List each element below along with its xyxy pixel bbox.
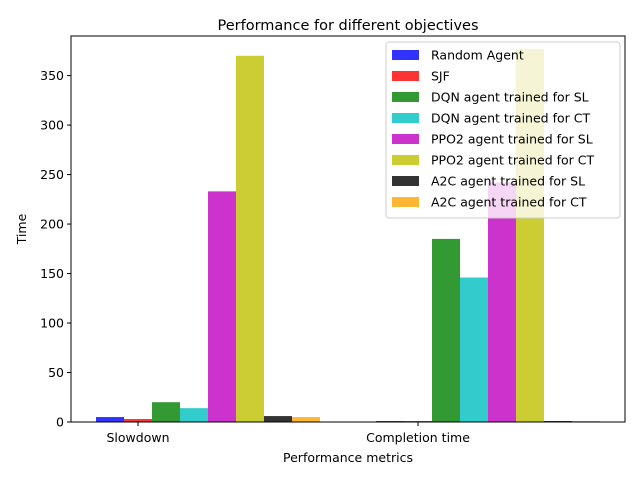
x-tick-label: Slowdown [106, 430, 169, 445]
y-tick-label: 100 [40, 316, 64, 331]
bar [292, 417, 320, 422]
y-tick-label: 150 [40, 266, 64, 281]
legend-swatch [392, 134, 419, 144]
legend-swatch [392, 155, 419, 165]
y-tick-label: 250 [40, 167, 64, 182]
legend-swatch [392, 71, 419, 81]
bar [236, 55, 264, 423]
y-tick-label: 0 [56, 415, 64, 430]
chart-title: Performance for different objectives [218, 18, 479, 34]
legend: Random Agent SJF DQN agent trained for SL D… [385, 41, 621, 219]
legend-label: Random Agent [431, 48, 524, 63]
legend-swatch [392, 197, 419, 207]
legend-swatch [392, 176, 419, 186]
legend-label: DQN agent trained for CT [431, 111, 590, 126]
x-axis-label: Performance metrics [283, 450, 413, 465]
bar [488, 182, 516, 422]
y-tick-label: 50 [48, 365, 64, 380]
legend-label: A2C agent trained for CT [431, 195, 587, 210]
legend-label: PPO2 agent trained for CT [431, 153, 595, 168]
y-tick-label: 300 [40, 118, 64, 133]
y-tick-label: 350 [40, 68, 64, 83]
legend-label: SJF [431, 69, 450, 84]
bar [96, 417, 124, 422]
bar [208, 191, 236, 422]
bar [152, 402, 180, 422]
legend-label: DQN agent trained for SL [431, 90, 589, 105]
y-axis-ticks: 0 50 100 150 200 250 300 350 [40, 68, 71, 430]
x-tick-label: Completion time [366, 430, 470, 445]
legend-label: A2C agent trained for SL [431, 174, 585, 189]
plot-frame [70, 35, 626, 423]
legend-box [385, 41, 621, 219]
bar [264, 416, 292, 422]
bar [180, 408, 208, 422]
x-axis-ticks: Slowdown Completion time [106, 422, 470, 445]
legend-label: PPO2 agent trained for SL [431, 132, 593, 147]
legend-swatch [392, 50, 419, 60]
y-tick-label: 200 [40, 217, 64, 232]
bar [460, 277, 488, 422]
y-axis-label: Time [14, 213, 29, 245]
legend-swatch [392, 113, 419, 123]
legend-swatch [392, 92, 419, 102]
bar [124, 419, 152, 422]
bar [432, 238, 460, 422]
